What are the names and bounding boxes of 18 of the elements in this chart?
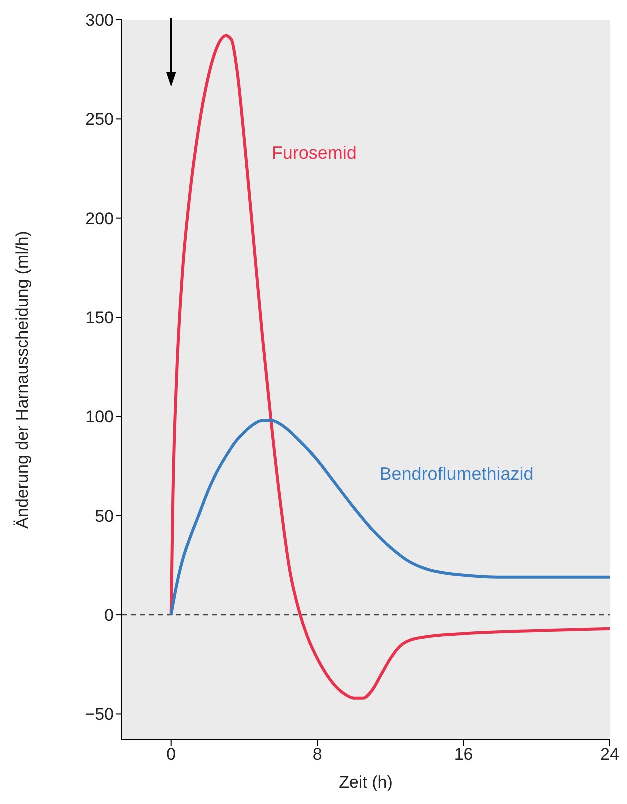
y-tick-label: −50	[85, 705, 114, 724]
line-series	[170, 419, 610, 617]
series-label: Furosemid	[272, 142, 357, 163]
x-tick-label: 8	[312, 745, 322, 764]
y-tick-label: 0	[104, 606, 114, 626]
line-series	[170, 34, 610, 700]
y-tick-label: 50	[95, 506, 114, 526]
y-axis-title: Änderung der Harnausscheidung (ml/h)	[13, 231, 32, 529]
y-tick-label: 300	[86, 11, 114, 30]
series-label: Bendroflumethiazid	[380, 464, 534, 484]
x-tick-label: 24	[600, 745, 620, 764]
y-tick-label: 150	[86, 308, 114, 328]
y-tick-label: 100	[86, 408, 114, 427]
x-tick-label: 0	[166, 745, 176, 764]
y-tick-label: 200	[86, 209, 114, 228]
y-tick-label: 250	[86, 110, 114, 130]
x-tick-label: 16	[454, 745, 474, 764]
x-axis-title: Zeit (h)	[339, 773, 393, 792]
